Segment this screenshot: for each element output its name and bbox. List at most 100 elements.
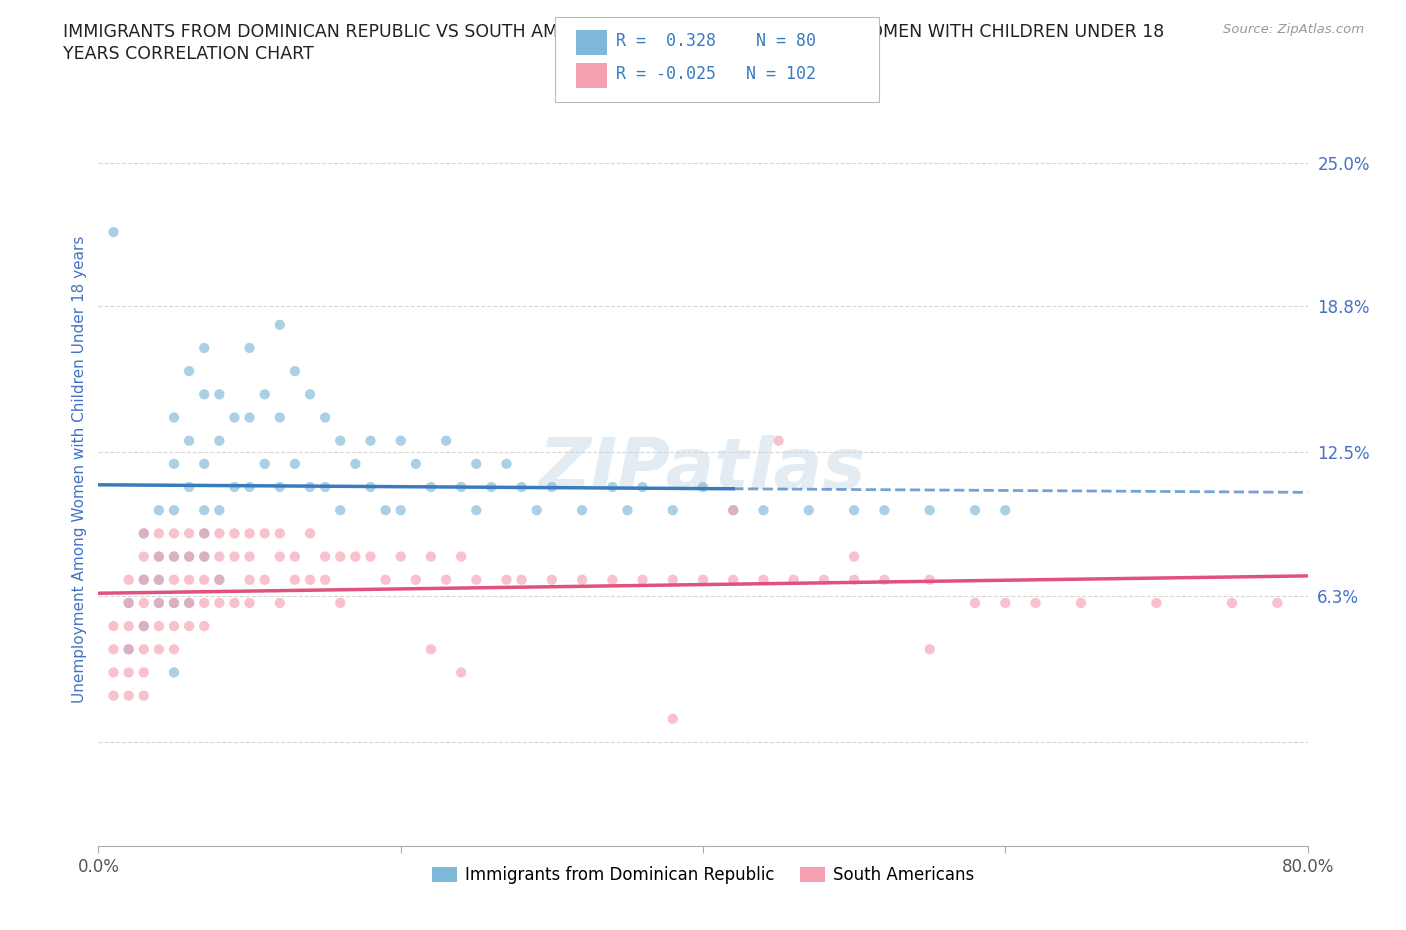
Point bbox=[481, 480, 503, 495]
Text: ZIPatlas: ZIPatlas bbox=[540, 435, 866, 504]
Point bbox=[994, 503, 1017, 518]
Point bbox=[118, 595, 141, 610]
Point bbox=[118, 642, 141, 657]
Point bbox=[540, 480, 562, 495]
Point bbox=[208, 433, 231, 448]
Point bbox=[965, 595, 987, 610]
Point bbox=[179, 595, 201, 610]
Point bbox=[118, 665, 141, 680]
Point bbox=[329, 549, 352, 564]
Point bbox=[314, 410, 336, 425]
Point bbox=[692, 572, 714, 587]
Point bbox=[132, 618, 155, 633]
Point bbox=[284, 549, 307, 564]
Text: Source: ZipAtlas.com: Source: ZipAtlas.com bbox=[1223, 23, 1364, 36]
Point bbox=[179, 549, 201, 564]
Point bbox=[661, 711, 683, 726]
Point bbox=[163, 572, 186, 587]
Point bbox=[193, 618, 215, 633]
Point bbox=[193, 340, 215, 355]
Point bbox=[193, 387, 215, 402]
Point bbox=[239, 410, 262, 425]
Point bbox=[329, 503, 352, 518]
Point bbox=[163, 410, 186, 425]
Point bbox=[132, 526, 155, 541]
Point bbox=[692, 480, 714, 495]
Point bbox=[103, 665, 125, 680]
Point bbox=[360, 480, 382, 495]
Point bbox=[420, 642, 443, 657]
Point bbox=[269, 595, 291, 610]
Point bbox=[420, 480, 443, 495]
Point bbox=[540, 572, 562, 587]
Point bbox=[918, 572, 941, 587]
Point bbox=[118, 642, 141, 657]
Point bbox=[374, 503, 396, 518]
Point bbox=[132, 642, 155, 657]
Point bbox=[284, 572, 307, 587]
Point bbox=[193, 549, 215, 564]
Point bbox=[768, 433, 790, 448]
Point bbox=[253, 572, 276, 587]
Point bbox=[405, 457, 427, 472]
Point bbox=[208, 387, 231, 402]
Point bbox=[193, 526, 215, 541]
Point bbox=[631, 572, 654, 587]
Point bbox=[103, 618, 125, 633]
Point bbox=[163, 595, 186, 610]
Point bbox=[193, 549, 215, 564]
Point bbox=[148, 572, 170, 587]
Point bbox=[208, 572, 231, 587]
Point bbox=[434, 572, 457, 587]
Point bbox=[118, 618, 141, 633]
Point bbox=[179, 618, 201, 633]
Point bbox=[783, 572, 806, 587]
Point bbox=[723, 503, 745, 518]
Point bbox=[208, 549, 231, 564]
Point bbox=[495, 457, 517, 472]
Point bbox=[163, 595, 186, 610]
Point bbox=[299, 480, 322, 495]
Y-axis label: Unemployment Among Women with Children Under 18 years: Unemployment Among Women with Children U… bbox=[72, 236, 87, 703]
Point bbox=[224, 595, 246, 610]
Point bbox=[1024, 595, 1046, 610]
Point bbox=[1267, 595, 1289, 610]
Text: R = -0.025   N = 102: R = -0.025 N = 102 bbox=[616, 65, 815, 84]
Point bbox=[723, 572, 745, 587]
Point bbox=[132, 572, 155, 587]
Point bbox=[193, 595, 215, 610]
Point bbox=[224, 526, 246, 541]
Point bbox=[118, 688, 141, 703]
Point bbox=[148, 618, 170, 633]
Point bbox=[797, 503, 820, 518]
Point bbox=[873, 572, 896, 587]
Point bbox=[163, 503, 186, 518]
Point bbox=[132, 549, 155, 564]
Point bbox=[420, 549, 443, 564]
Point bbox=[526, 503, 548, 518]
Point bbox=[132, 688, 155, 703]
Point bbox=[224, 410, 246, 425]
Point bbox=[239, 526, 262, 541]
Point bbox=[571, 572, 593, 587]
Point bbox=[434, 433, 457, 448]
Point bbox=[269, 317, 291, 332]
Point bbox=[193, 457, 215, 472]
Point bbox=[752, 503, 775, 518]
Point bbox=[163, 618, 186, 633]
Point bbox=[405, 572, 427, 587]
Point bbox=[132, 526, 155, 541]
Text: R =  0.328    N = 80: R = 0.328 N = 80 bbox=[616, 32, 815, 50]
Point bbox=[208, 572, 231, 587]
Point bbox=[224, 549, 246, 564]
Point bbox=[918, 503, 941, 518]
Point bbox=[269, 549, 291, 564]
Point bbox=[344, 457, 367, 472]
Point bbox=[450, 549, 472, 564]
Point bbox=[148, 595, 170, 610]
Point bbox=[163, 549, 186, 564]
Point bbox=[314, 480, 336, 495]
Point bbox=[163, 642, 186, 657]
Point bbox=[616, 503, 638, 518]
Point bbox=[103, 225, 125, 240]
